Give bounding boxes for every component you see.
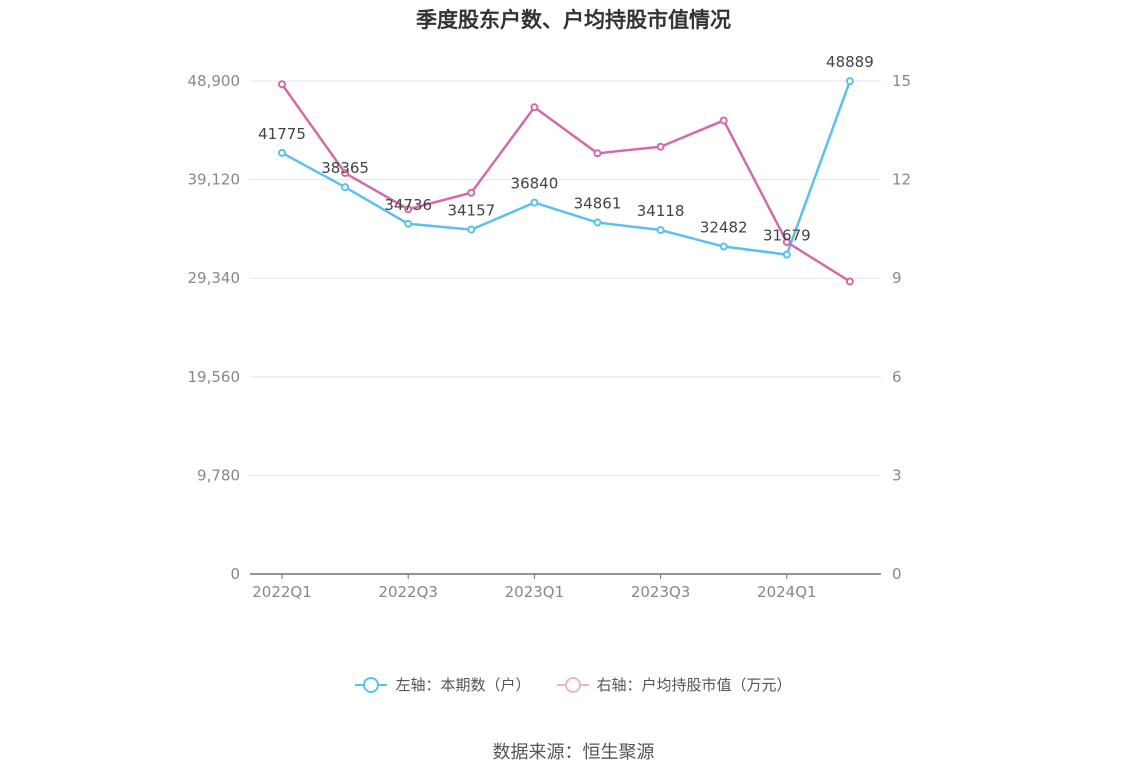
series-layer <box>278 77 854 286</box>
series-line-right <box>280 83 851 283</box>
data-label: 32482 <box>700 219 748 237</box>
left-axis-tick-label: 39,120 <box>188 171 241 189</box>
data-label: 48889 <box>826 53 874 71</box>
data-point-right <box>530 103 539 112</box>
data-point-left <box>278 148 286 157</box>
data-point-left <box>782 250 791 259</box>
axis-layer: 0 9,780 19,560 29,340 39,120 48,900 0 3 6 9 12 15 20… <box>188 72 912 601</box>
right-axis-tick-label: 12 <box>892 171 911 189</box>
legend-marker-pink <box>556 675 589 695</box>
data-point-right <box>404 205 413 214</box>
data-label: 34118 <box>637 202 685 220</box>
data-point-left <box>467 225 476 234</box>
series-line-left <box>281 80 852 256</box>
data-point-right <box>593 149 602 158</box>
legend-label-left-axis: 左轴：本期数（户） <box>395 676 531 694</box>
right-axis-tick-label: 0 <box>892 565 902 583</box>
data-point-left <box>593 218 602 227</box>
data-point-right <box>845 277 854 286</box>
data-label: 36840 <box>511 175 559 193</box>
data-point-left <box>656 226 665 235</box>
data-point-left <box>530 198 539 207</box>
source-note: 数据来源：恒生聚源 <box>492 742 655 763</box>
data-point-right <box>782 238 791 247</box>
data-point-left <box>404 219 413 228</box>
data-point-left <box>845 77 854 86</box>
data-point-left <box>719 242 728 251</box>
data-point-right <box>467 188 476 197</box>
data-label-layer: 41775 38365 34736 34157 36840 34861 34118 32482… <box>258 53 874 245</box>
x-axis-tick-label: 2022Q3 <box>378 583 438 601</box>
chart-title: 季度股东户数、户均持股市值情况 <box>416 8 731 32</box>
legend: 左轴：本期数（户） 右轴：户均持股市值（万元） <box>0 674 1147 695</box>
left-axis-tick-label: 48,900 <box>188 72 241 90</box>
grid-layer <box>250 80 881 476</box>
legend-item-left-axis[interactable]: 左轴：本期数（户） <box>355 674 531 695</box>
left-axis-tick-label: 0 <box>230 565 240 583</box>
data-label: 34157 <box>447 202 495 220</box>
right-axis-tick-label: 9 <box>892 269 902 287</box>
legend-item-right-axis[interactable]: 右轴：户均持股市值（万元） <box>556 674 792 695</box>
right-axis-tick-label: 6 <box>892 368 902 386</box>
legend-marker-blue <box>355 675 388 695</box>
data-point-right <box>278 80 286 89</box>
data-label: 34736 <box>384 196 432 214</box>
data-label: 34861 <box>574 195 622 213</box>
right-axis-tick-label: 15 <box>892 72 911 90</box>
x-axis-tick-label: 2024Q1 <box>757 583 817 601</box>
data-point-right <box>656 142 665 151</box>
x-axis-tick-label: 2023Q3 <box>631 583 691 601</box>
data-label: 41775 <box>258 125 306 143</box>
data-point-right <box>719 116 728 125</box>
left-axis-tick-label: 9,780 <box>197 466 240 484</box>
left-axis-tick-label: 29,340 <box>188 269 241 287</box>
data-label: 38365 <box>321 159 369 177</box>
legend-label-right-axis: 右轴：户均持股市值（万元） <box>596 676 792 694</box>
data-point-left <box>341 183 350 192</box>
x-axis-tick-label: 2022Q1 <box>252 583 312 601</box>
left-axis-tick-label: 19,560 <box>188 368 241 386</box>
x-axis-tick-label: 2023Q1 <box>505 583 565 601</box>
right-axis-tick-label: 3 <box>892 466 902 484</box>
data-label: 31679 <box>763 227 811 245</box>
data-point-right <box>341 169 350 178</box>
